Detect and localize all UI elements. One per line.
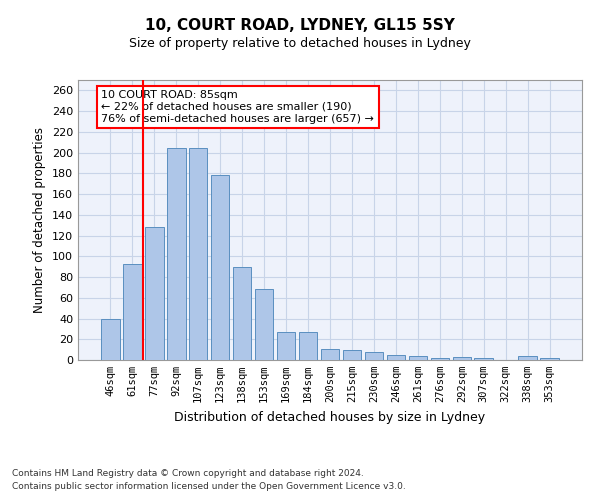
Bar: [541, 358, 559, 360]
Bar: [452, 357, 471, 360]
Bar: [475, 358, 493, 360]
Bar: [145, 228, 164, 360]
Text: Contains HM Land Registry data © Crown copyright and database right 2024.: Contains HM Land Registry data © Crown c…: [12, 468, 364, 477]
Bar: [365, 352, 383, 360]
Bar: [409, 356, 427, 360]
Bar: [189, 148, 208, 360]
Bar: [123, 264, 142, 360]
Text: Size of property relative to detached houses in Lydney: Size of property relative to detached ho…: [129, 38, 471, 51]
X-axis label: Distribution of detached houses by size in Lydney: Distribution of detached houses by size …: [175, 410, 485, 424]
Bar: [343, 350, 361, 360]
Bar: [211, 176, 229, 360]
Bar: [167, 148, 185, 360]
Y-axis label: Number of detached properties: Number of detached properties: [34, 127, 46, 313]
Text: Contains public sector information licensed under the Open Government Licence v3: Contains public sector information licen…: [12, 482, 406, 491]
Text: 10 COURT ROAD: 85sqm
← 22% of detached houses are smaller (190)
76% of semi-deta: 10 COURT ROAD: 85sqm ← 22% of detached h…: [101, 90, 374, 124]
Bar: [518, 356, 537, 360]
Bar: [277, 332, 295, 360]
Bar: [431, 358, 449, 360]
Bar: [320, 348, 340, 360]
Bar: [101, 318, 119, 360]
Bar: [233, 266, 251, 360]
Text: 10, COURT ROAD, LYDNEY, GL15 5SY: 10, COURT ROAD, LYDNEY, GL15 5SY: [145, 18, 455, 32]
Bar: [255, 290, 274, 360]
Bar: [299, 332, 317, 360]
Bar: [386, 355, 405, 360]
